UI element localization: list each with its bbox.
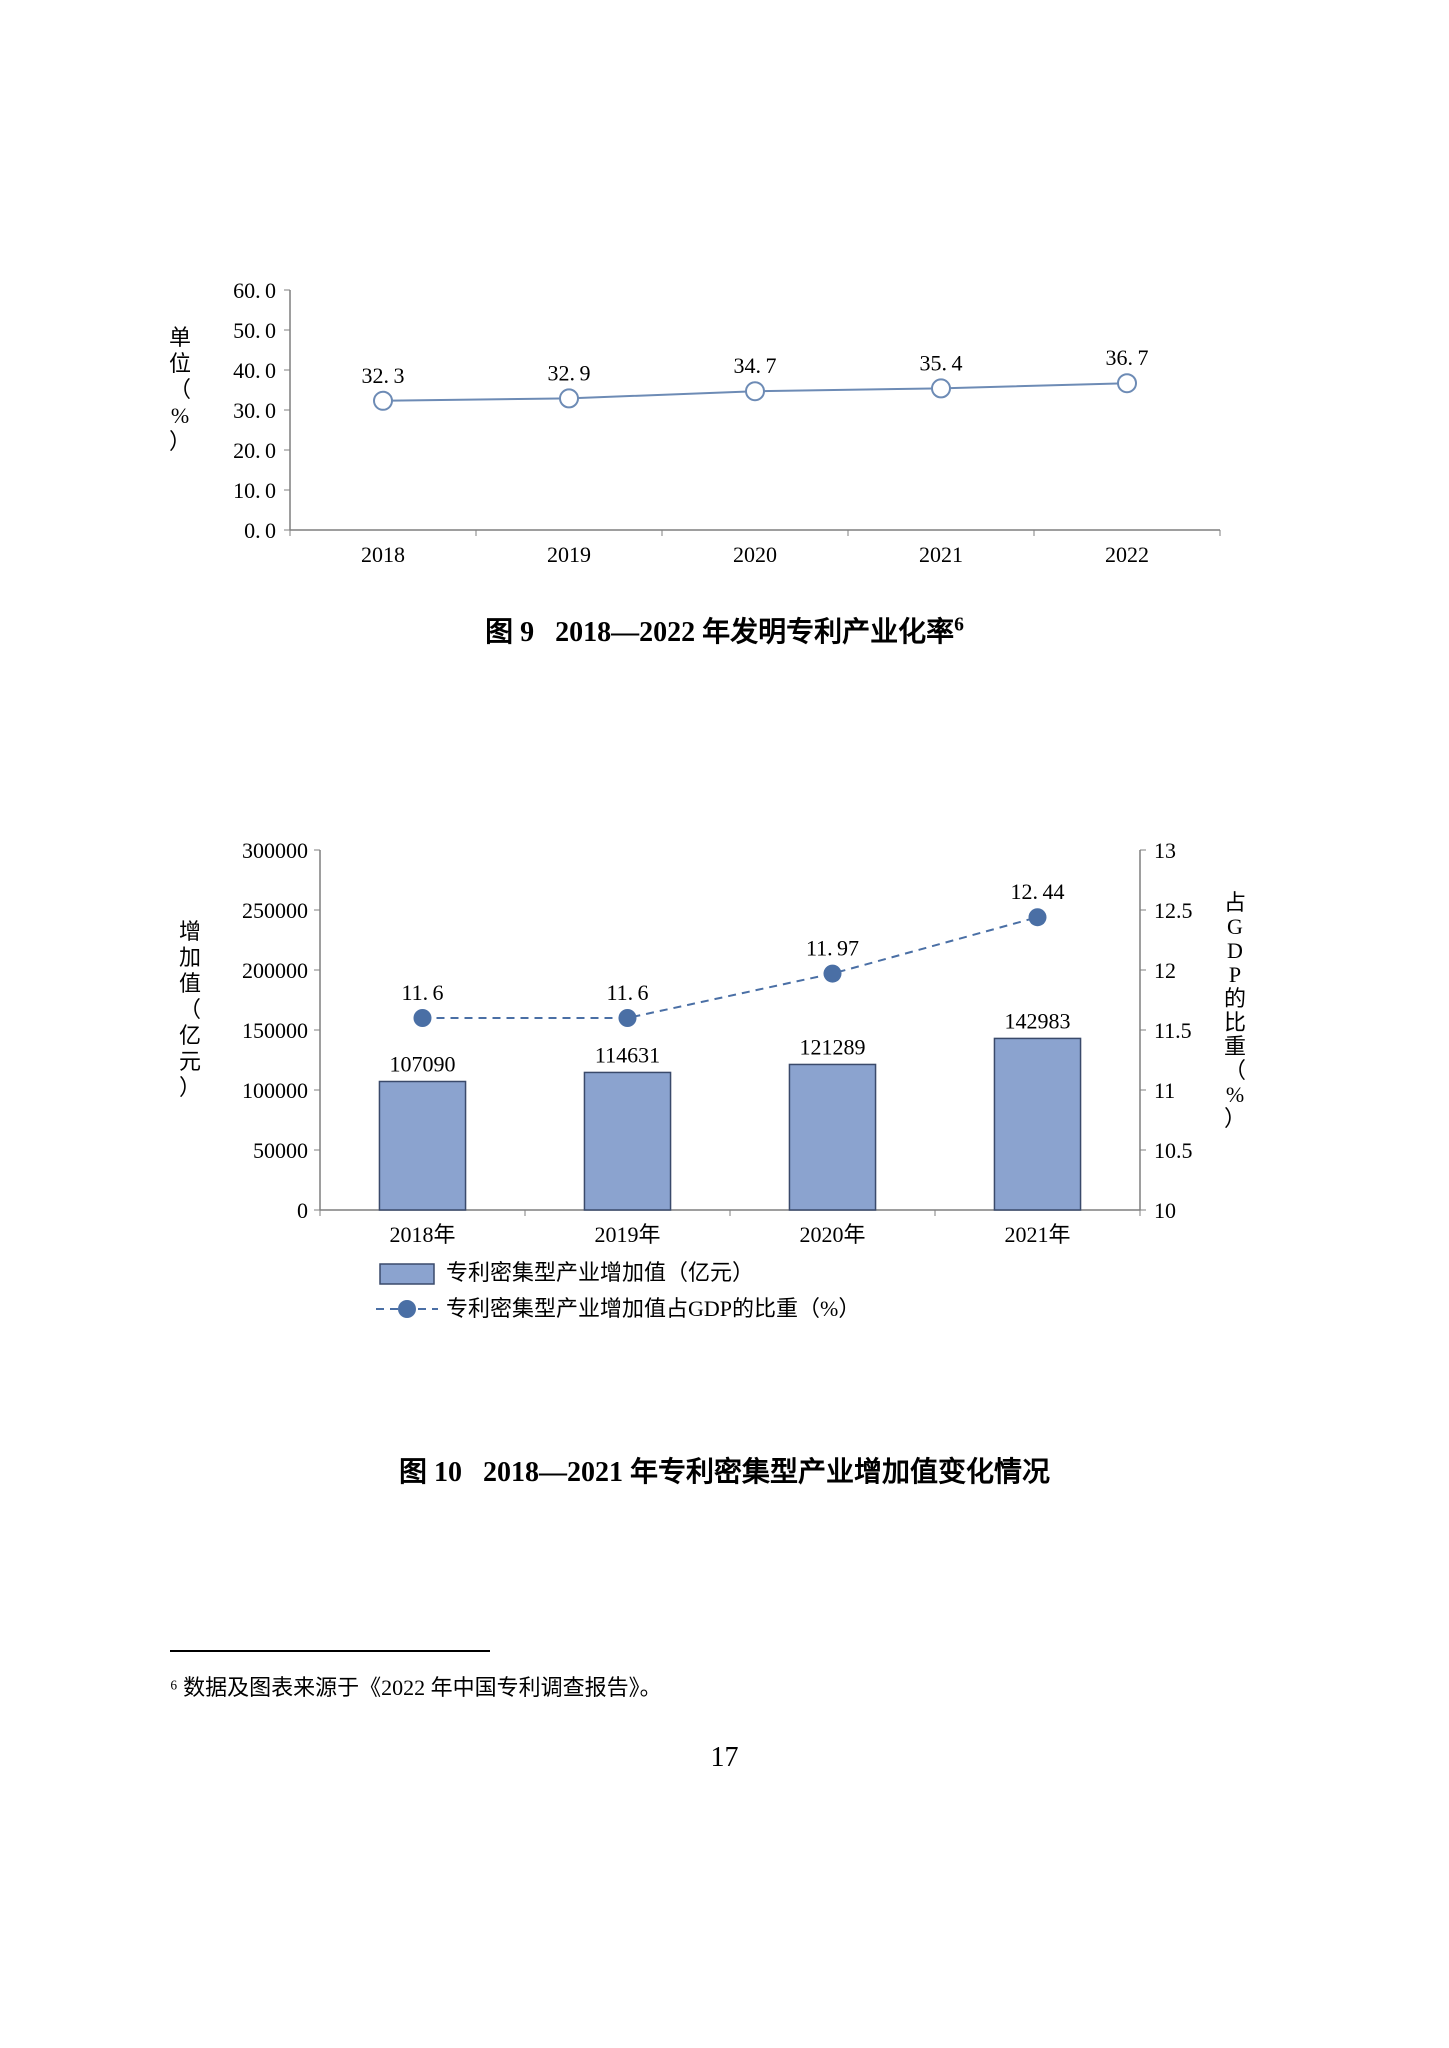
svg-text:）: ） [1224, 1106, 1246, 1131]
svg-text:0. 0: 0. 0 [244, 518, 276, 543]
svg-text:D: D [1227, 938, 1243, 963]
svg-text:专利密集型产业增加值（亿元）: 专利密集型产业增加值（亿元） [446, 1260, 754, 1285]
svg-text:单: 单 [169, 325, 191, 350]
svg-text:元: 元 [179, 1049, 201, 1074]
svg-text:100000: 100000 [242, 1078, 308, 1103]
svg-text:10: 10 [1154, 1198, 1176, 1223]
svg-text:）: ） [169, 429, 191, 454]
svg-text:200000: 200000 [242, 958, 308, 983]
svg-text:2019年: 2019年 [594, 1222, 660, 1247]
svg-text:重: 重 [1224, 1034, 1246, 1059]
footnote-rule [170, 1650, 490, 1652]
svg-text:2020: 2020 [733, 542, 777, 567]
svg-text:11. 97: 11. 97 [806, 936, 859, 961]
svg-text:32. 9: 32. 9 [548, 360, 591, 385]
svg-text:亿: 亿 [179, 1023, 201, 1048]
svg-text:（: （ [1224, 1058, 1246, 1083]
svg-text:）: ） [179, 1075, 201, 1100]
svg-text:G: G [1227, 914, 1243, 939]
svg-text:占: 占 [1224, 890, 1246, 915]
svg-text:0: 0 [297, 1198, 308, 1223]
footnote-block: ⁶ 数据及图表来源于《2022 年中国专利调查报告》。 17 [0, 1590, 1449, 1774]
svg-text:30. 0: 30. 0 [233, 398, 276, 423]
svg-text:50000: 50000 [253, 1138, 308, 1163]
svg-text:2021: 2021 [919, 542, 963, 567]
svg-text:150000: 150000 [242, 1018, 308, 1043]
figure-9: 0. 0 10. 0 20. 0 30. 0 40. 0 50. 0 60. 0 2018 20… [60, 120, 1389, 650]
svg-text:10.5: 10.5 [1154, 1138, 1193, 1163]
svg-text:11.5: 11.5 [1154, 1018, 1192, 1043]
svg-text:专利密集型产业增加值占GDP的比重（%）: 专利密集型产业增加值占GDP的比重（%） [446, 1296, 860, 1321]
svg-text:40. 0: 40. 0 [233, 358, 276, 383]
svg-text:60. 0: 60. 0 [233, 278, 276, 303]
chart1-svg: 0. 0 10. 0 20. 0 30. 0 40. 0 50. 0 60. 0 2018 20… [60, 120, 1389, 590]
svg-text:11. 6: 11. 6 [606, 980, 648, 1005]
svg-text:20. 0: 20. 0 [233, 438, 276, 463]
svg-text:%: % [1226, 1082, 1244, 1107]
svg-text:12.5: 12.5 [1154, 898, 1193, 923]
svg-text:2019: 2019 [547, 542, 591, 567]
svg-text:2021年: 2021年 [1004, 1222, 1070, 1247]
svg-text:（: （ [169, 377, 191, 402]
svg-text:10. 0: 10. 0 [233, 478, 276, 503]
svg-text:P: P [1229, 962, 1241, 987]
figure-10-caption: 图 10 2018—2021 年专利密集型产业增加值变化情况 [60, 1450, 1389, 1490]
svg-text:50. 0: 50. 0 [233, 318, 276, 343]
svg-text:12: 12 [1154, 958, 1176, 983]
svg-text:加: 加 [179, 945, 201, 970]
svg-text:300000: 300000 [242, 838, 308, 863]
svg-text:2020年: 2020年 [799, 1222, 865, 1247]
svg-text:比: 比 [1224, 1010, 1246, 1035]
svg-text:2022: 2022 [1105, 542, 1149, 567]
svg-text:2018年: 2018年 [389, 1222, 455, 1247]
svg-text:32. 3: 32. 3 [362, 363, 405, 388]
svg-text:34. 7: 34. 7 [734, 353, 777, 378]
svg-text:250000: 250000 [242, 898, 308, 923]
svg-text:的: 的 [1224, 986, 1246, 1011]
svg-text:36. 7: 36. 7 [1106, 345, 1149, 370]
svg-text:13: 13 [1154, 838, 1176, 863]
chart2-svg: 0 50000 100000 150000 200000 250000 300000 10 10… [60, 800, 1389, 1420]
page-number: 17 [0, 1742, 1449, 1774]
svg-text:142983: 142983 [1005, 1008, 1071, 1033]
svg-text:11: 11 [1154, 1078, 1175, 1103]
svg-text:位: 位 [169, 351, 191, 376]
svg-text:12. 44: 12. 44 [1011, 879, 1065, 904]
page: 0. 0 10. 0 20. 0 30. 0 40. 0 50. 0 60. 0 2018 20… [0, 0, 1449, 2048]
svg-text:35. 4: 35. 4 [920, 350, 963, 375]
figure-9-caption: 图 9 2018—2022 年发明专利产业化率6 [60, 610, 1389, 650]
svg-text:107090: 107090 [390, 1051, 456, 1076]
svg-text:值: 值 [179, 971, 201, 996]
footnote-text: ⁶ 数据及图表来源于《2022 年中国专利调查报告》。 [170, 1670, 1449, 1702]
svg-text:114631: 114631 [595, 1042, 660, 1067]
svg-text:（: （ [179, 997, 201, 1022]
figure-10: 0 50000 100000 150000 200000 250000 300000 10 10… [60, 800, 1389, 1490]
svg-text:2018: 2018 [361, 542, 405, 567]
svg-text:%: % [171, 403, 189, 428]
svg-text:121289: 121289 [800, 1034, 866, 1059]
svg-text:11. 6: 11. 6 [401, 980, 443, 1005]
svg-text:增: 增 [179, 919, 201, 944]
